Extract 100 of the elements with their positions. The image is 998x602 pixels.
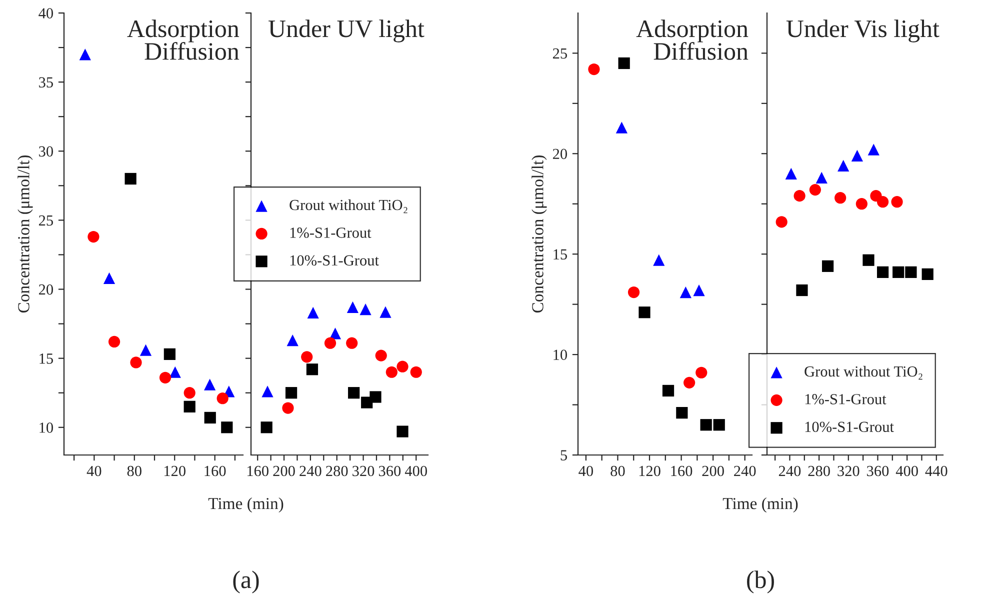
x-tick-label: 240: [778, 466, 801, 476]
y-axis-title: Concentration (μmol/lt): [18, 156, 33, 313]
y-tick-label: 15: [40, 354, 53, 364]
point: [103, 272, 116, 284]
point: [616, 122, 628, 134]
x-tick-label: 40: [86, 466, 102, 476]
y-tick-label: 30: [39, 146, 53, 157]
legend-label: 10%-S1-Grout: [805, 422, 894, 432]
x-tick-label: 320: [352, 466, 374, 476]
x-tick-label: 160: [671, 466, 692, 476]
point: [776, 216, 788, 228]
legend-label: Grout without TiO₂: [290, 199, 408, 214]
text: (a): [233, 570, 259, 594]
legend-label: 10%-S1-Grout: [290, 255, 379, 266]
x-axis-title: Time (min): [208, 497, 284, 513]
y-tick-label: 10: [40, 422, 53, 433]
y-tick-label: 15: [554, 249, 567, 260]
y-tick-label: 25: [552, 48, 567, 59]
y-tick-label: 40: [38, 8, 53, 18]
point: [684, 376, 696, 388]
point: [794, 190, 806, 202]
point: [396, 360, 408, 372]
x-tick-label: 200: [273, 466, 295, 476]
point: [834, 192, 846, 204]
y-tick-label: 35: [39, 77, 53, 88]
legend-label: 1%-S1-Grout: [290, 228, 372, 238]
point: [282, 402, 294, 414]
y-tick-label: 20: [552, 148, 567, 160]
point: [905, 266, 917, 278]
x-tick-label: 160: [247, 466, 268, 476]
point: [124, 172, 136, 185]
point: [618, 57, 630, 70]
point: [360, 303, 372, 316]
point: [922, 268, 934, 280]
point: [301, 351, 313, 363]
point: [88, 230, 100, 243]
y-tick-label: 20: [38, 284, 53, 295]
point: [785, 168, 797, 180]
x-tick-label: 40: [578, 466, 593, 476]
x-tick-label: 240: [300, 466, 322, 476]
point: [346, 337, 358, 349]
point: [876, 196, 889, 208]
point: [370, 391, 382, 403]
point: [130, 356, 142, 368]
point: [380, 306, 392, 318]
x-tick-label: 400: [404, 466, 427, 476]
point: [410, 366, 422, 378]
annotation: Under Vis light: [786, 20, 940, 42]
point: [216, 392, 228, 404]
point: [108, 336, 120, 348]
point: [638, 306, 650, 318]
point: [713, 419, 725, 431]
x-tick-label: 400: [896, 466, 918, 476]
point: [307, 306, 319, 319]
point: [700, 419, 712, 431]
point: [676, 407, 688, 419]
y-axis-title: Concentration (μmol/lt): [532, 156, 547, 313]
point: [868, 144, 880, 156]
point: [184, 387, 196, 399]
point: [169, 366, 181, 378]
point: [285, 387, 298, 399]
point: [693, 284, 705, 296]
point: [851, 150, 864, 162]
legend-label: 1%-S1-Grout: [805, 394, 886, 404]
point: [662, 384, 674, 397]
point: [159, 372, 172, 384]
x-tick-label: 120: [164, 466, 186, 476]
annotation: Under UV light: [268, 20, 424, 42]
point: [306, 364, 318, 376]
legend-label: Grout without TiO₂: [804, 366, 922, 380]
x-tick-label: 440: [925, 466, 948, 476]
y-tick-label: 10: [554, 350, 567, 360]
x-tick-label: 360: [867, 466, 889, 476]
point: [204, 412, 216, 424]
x-axis-title: Time (min): [722, 497, 798, 513]
point: [140, 344, 152, 356]
x-tick-label: 320: [838, 466, 860, 476]
point: [816, 172, 828, 184]
point: [862, 254, 874, 266]
point: [588, 63, 600, 76]
x-tick-label: 80: [610, 466, 625, 476]
point: [876, 266, 889, 278]
point: [204, 378, 216, 390]
x-tick-label: 360: [378, 466, 401, 476]
y-tick-label: 5: [560, 450, 567, 460]
x-tick-label: 240: [734, 466, 756, 476]
point: [653, 254, 665, 266]
point: [696, 366, 708, 378]
y-tick-label: 25: [38, 215, 53, 226]
annotation: Adsorption Diffusion: [127, 20, 240, 60]
point: [891, 196, 903, 208]
point: [396, 426, 408, 438]
x-tick-label: 280: [808, 466, 830, 476]
annotation: Adsorption Diffusion: [636, 20, 748, 60]
point: [79, 48, 91, 60]
point: [809, 184, 821, 196]
x-tick-label: 80: [127, 466, 142, 476]
x-tick-label: 280: [326, 466, 348, 476]
x-tick-label: 160: [204, 466, 226, 476]
text: (b): [747, 570, 774, 594]
